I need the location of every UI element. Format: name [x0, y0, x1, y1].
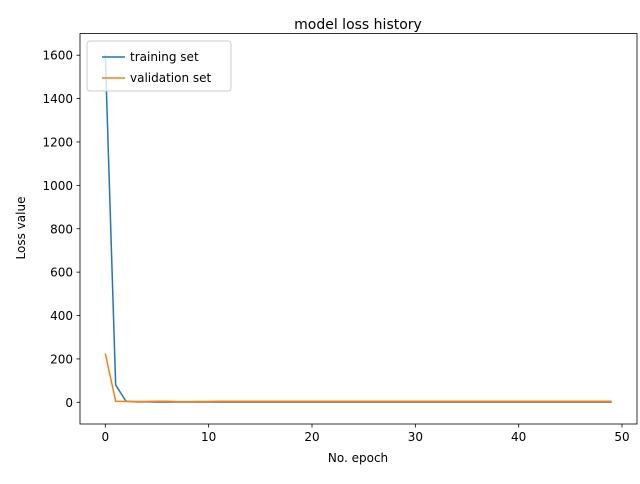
chart-title: model loss history [294, 17, 422, 33]
x-tick-label: 20 [304, 430, 319, 444]
x-axis-label: No. epoch [328, 451, 388, 465]
x-tick-label: 0 [101, 430, 109, 444]
y-tick-label: 1400 [42, 92, 73, 106]
series-layer [104, 55, 612, 403]
x-tick-label: 50 [614, 430, 629, 444]
y-tick-label: 1600 [42, 49, 73, 63]
legend-label-training: training set [130, 50, 199, 64]
y-axis-label: Loss value [14, 197, 28, 260]
y-tick-label: 1000 [42, 179, 73, 193]
y-tick-label: 0 [65, 396, 73, 410]
x-tick-label: 10 [201, 430, 216, 444]
y-tick-label: 600 [50, 266, 73, 280]
y-tick-label: 400 [50, 309, 73, 323]
y-axis-ticks: 0 200 400 600 800 1000 1200 1400 1600 [42, 49, 80, 410]
legend: training set validation set [86, 40, 232, 92]
x-tick-label: 40 [511, 430, 526, 444]
y-tick-label: 1200 [42, 135, 73, 149]
series-line-validation-set [104, 353, 612, 403]
y-tick-label: 800 [50, 222, 73, 236]
x-axis-ticks: 0 10 20 30 40 50 [101, 424, 630, 444]
y-tick-label: 200 [50, 352, 73, 366]
x-tick-label: 30 [408, 430, 423, 444]
legend-label-validation: validation set [130, 71, 212, 85]
